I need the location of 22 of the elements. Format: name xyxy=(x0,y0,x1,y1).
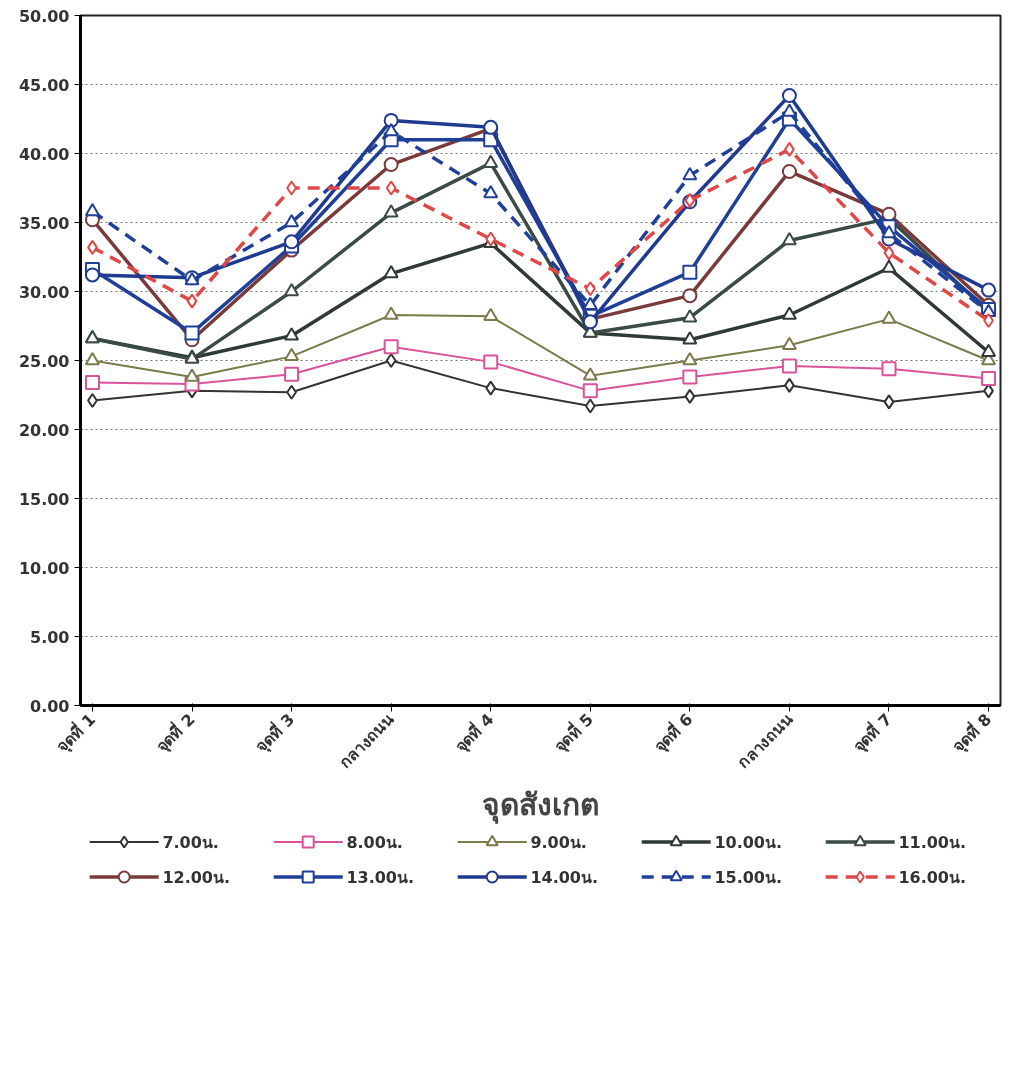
y-tick-label: 25.00 xyxy=(18,351,70,371)
legend-label: 14.00น. xyxy=(530,867,599,887)
y-tick-label: 10.00 xyxy=(18,558,70,578)
y-tick-label: 0.00 xyxy=(30,696,70,716)
legend-label: 8.00น. xyxy=(346,832,403,852)
y-tick-label: 50.00 xyxy=(18,6,70,26)
x-axis-title: จุดสังเกต xyxy=(482,786,599,824)
legend-label: 13.00น. xyxy=(346,867,415,887)
y-tick-label: 45.00 xyxy=(18,75,70,95)
y-tick-label: 35.00 xyxy=(18,213,70,233)
legend-label: 10.00น. xyxy=(714,832,783,852)
legend-label: 11.00น. xyxy=(898,832,967,852)
y-tick-label: 15.00 xyxy=(18,489,70,509)
legend-label: 9.00น. xyxy=(530,832,587,852)
legend-label: 7.00น. xyxy=(162,832,219,852)
legend-label: 15.00น. xyxy=(714,867,783,887)
y-tick-label: 40.00 xyxy=(18,144,70,164)
y-tick-label: 20.00 xyxy=(18,420,70,440)
legend-label: 12.00น. xyxy=(162,867,231,887)
legend-label: 16.00น. xyxy=(898,867,967,887)
y-tick-label: 5.00 xyxy=(30,627,70,647)
y-tick-label: 30.00 xyxy=(18,282,70,302)
